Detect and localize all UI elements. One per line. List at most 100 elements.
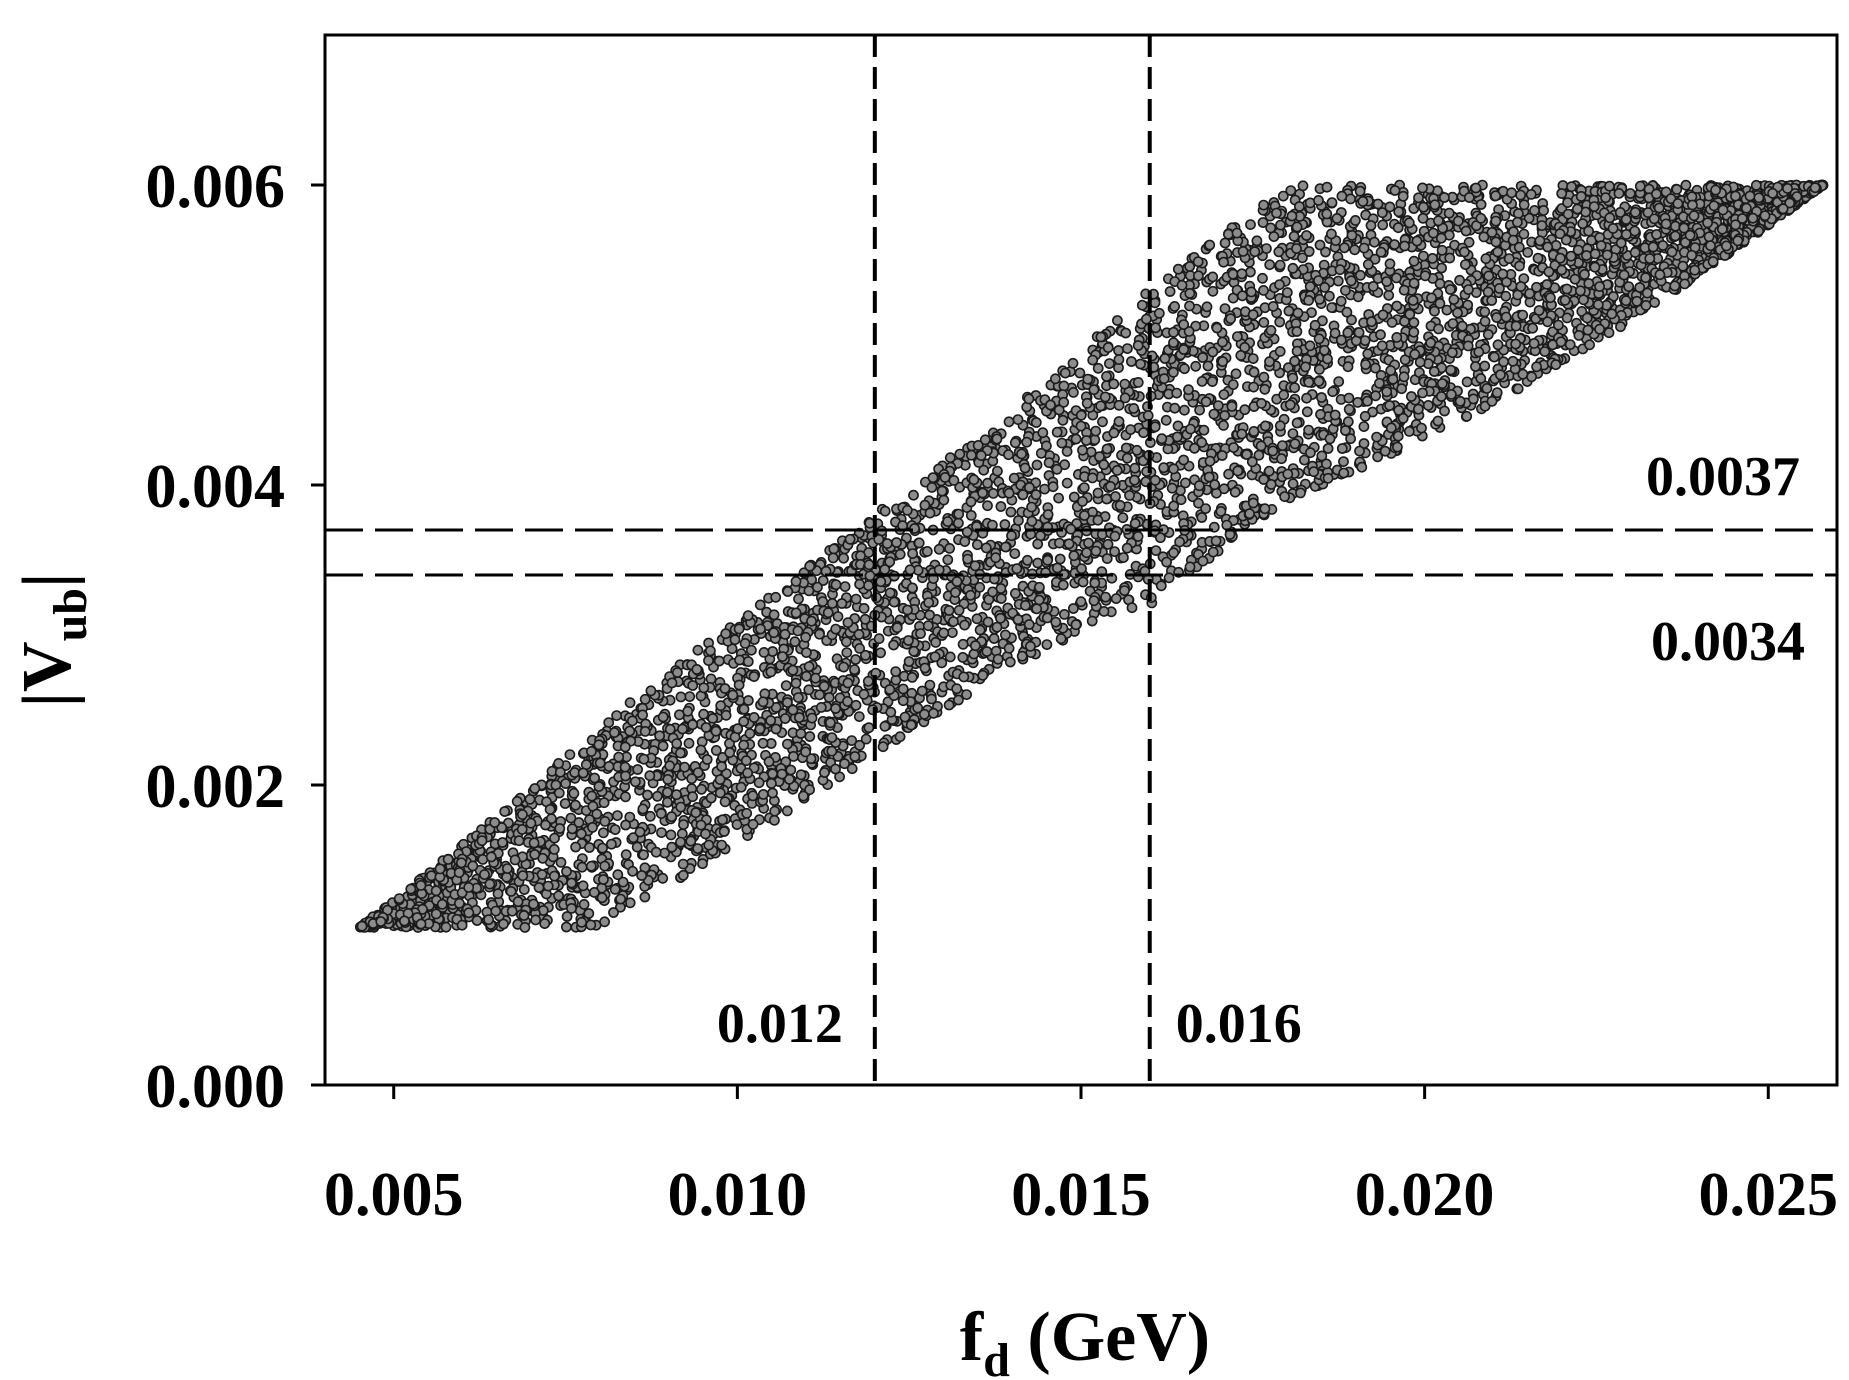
data-point xyxy=(1179,363,1190,375)
data-point xyxy=(1594,281,1605,292)
data-point xyxy=(415,880,427,891)
data-point xyxy=(916,685,928,697)
data-point xyxy=(1539,346,1551,357)
data-point xyxy=(1059,609,1070,620)
data-point xyxy=(1741,202,1752,214)
data-point xyxy=(927,472,939,484)
data-point xyxy=(891,622,903,634)
data-point xyxy=(677,723,688,735)
data-point xyxy=(714,774,726,785)
data-point xyxy=(766,778,777,789)
data-point xyxy=(1498,356,1509,368)
data-point xyxy=(1068,603,1079,614)
data-point xyxy=(632,764,643,775)
data-point xyxy=(585,860,597,872)
data-point xyxy=(1274,420,1286,432)
data-point xyxy=(1232,331,1243,342)
data-point xyxy=(1460,225,1472,237)
data-point xyxy=(1101,553,1113,564)
data-point xyxy=(620,849,632,861)
data-point xyxy=(1230,368,1242,380)
data-point xyxy=(1219,410,1231,421)
data-point xyxy=(1601,249,1613,261)
data-point xyxy=(1352,396,1364,408)
data-point xyxy=(1087,354,1099,366)
data-point xyxy=(1274,259,1286,271)
data-point xyxy=(1283,305,1295,317)
data-point xyxy=(1257,272,1268,284)
data-point xyxy=(792,625,804,637)
data-point xyxy=(710,745,722,756)
data-point xyxy=(1022,554,1033,566)
data-point xyxy=(779,628,791,640)
data-point xyxy=(1153,307,1165,319)
data-point xyxy=(1301,392,1312,404)
data-point xyxy=(1730,190,1741,202)
data-point xyxy=(1200,503,1211,514)
data-point xyxy=(1035,447,1047,459)
data-point xyxy=(1408,255,1420,267)
data-point xyxy=(512,896,524,908)
data-point xyxy=(1004,656,1016,668)
data-point xyxy=(536,869,548,880)
data-point xyxy=(1210,535,1222,547)
data-point xyxy=(933,564,945,576)
data-point xyxy=(1326,197,1338,208)
data-point xyxy=(1192,256,1204,268)
data-point xyxy=(1354,185,1366,197)
data-point xyxy=(1389,185,1401,196)
data-point xyxy=(549,870,560,882)
data-point xyxy=(713,655,725,667)
data-point xyxy=(553,890,564,902)
data-point xyxy=(1113,345,1124,356)
data-point xyxy=(903,656,915,667)
data-point xyxy=(987,519,998,531)
data-point xyxy=(846,735,858,746)
data-point xyxy=(1385,422,1397,434)
data-point xyxy=(734,654,745,666)
data-point xyxy=(1019,462,1031,474)
data-point xyxy=(1168,547,1179,559)
data-point xyxy=(965,589,976,601)
data-point xyxy=(467,860,479,872)
data-point xyxy=(1010,588,1021,599)
data-point xyxy=(1228,442,1239,453)
data-point xyxy=(1753,192,1765,204)
data-point xyxy=(1009,548,1021,559)
data-point xyxy=(995,593,1007,604)
data-point xyxy=(1099,391,1111,403)
data-point xyxy=(1308,466,1320,478)
data-point xyxy=(1524,288,1535,299)
data-point xyxy=(1053,492,1064,504)
data-point xyxy=(838,661,850,673)
data-point xyxy=(1200,396,1212,408)
data-point xyxy=(1648,213,1660,225)
data-point xyxy=(1265,478,1277,490)
data-point xyxy=(741,807,753,819)
data-point xyxy=(988,633,1000,644)
data-point xyxy=(957,652,969,663)
data-point xyxy=(795,769,807,781)
data-point xyxy=(789,636,801,648)
data-point xyxy=(655,808,667,819)
data-point xyxy=(701,754,713,765)
data-point xyxy=(1163,572,1175,584)
data-point xyxy=(1448,294,1460,305)
data-point xyxy=(953,517,964,529)
data-point xyxy=(638,849,649,861)
data-point xyxy=(1054,537,1065,549)
data-point xyxy=(1078,482,1090,493)
data-point xyxy=(767,787,778,799)
data-point xyxy=(1427,227,1439,239)
data-point xyxy=(1309,319,1321,331)
data-point xyxy=(1003,487,1015,499)
data-point xyxy=(1263,465,1275,477)
data-point xyxy=(1282,468,1294,480)
data-point xyxy=(1291,326,1303,337)
data-point xyxy=(598,797,610,809)
data-point xyxy=(1179,404,1190,416)
data-point xyxy=(1114,499,1126,511)
data-point xyxy=(1562,197,1573,208)
data-point xyxy=(453,897,465,909)
